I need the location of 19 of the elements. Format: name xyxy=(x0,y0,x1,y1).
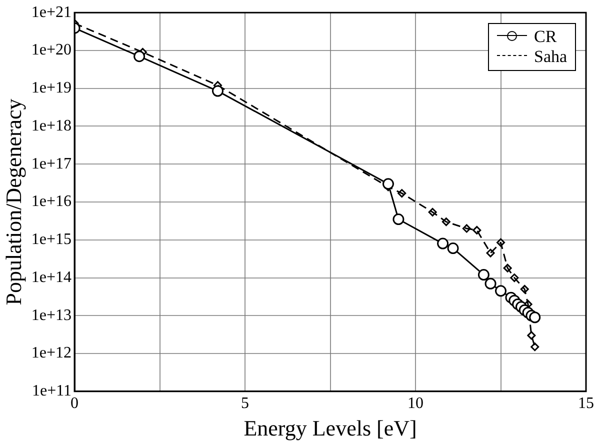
y-tick-label: 1e+19 xyxy=(31,80,72,97)
y-tick-label: 1e+11 xyxy=(32,382,72,400)
y-tick-label: 1e+16 xyxy=(31,193,72,210)
x-axis-title: Energy Levels [eV] xyxy=(244,416,417,441)
y-tick-label: 1e+17 xyxy=(31,155,72,172)
y-tick-label: 1e+13 xyxy=(31,306,72,324)
x-tick-label: 10 xyxy=(408,395,424,412)
x-tick-label: 5 xyxy=(241,395,250,412)
y-tick-label: 1e+18 xyxy=(31,117,72,134)
y-tick-label: 1e+14 xyxy=(31,268,72,286)
y-tick-label: 1e+21 xyxy=(31,4,72,21)
x-tick-label: 15 xyxy=(578,395,594,412)
y-axis-title: Population/Degeneracy xyxy=(0,98,26,306)
x-tick-label: 0 xyxy=(70,395,79,412)
legend-label: CR xyxy=(534,26,557,47)
legend-label: Saha xyxy=(534,46,568,67)
y-tick-label: 1e+12 xyxy=(31,344,72,362)
y-tick-label: 1e+15 xyxy=(31,231,72,248)
y-tick-label: 1e+20 xyxy=(31,42,72,59)
